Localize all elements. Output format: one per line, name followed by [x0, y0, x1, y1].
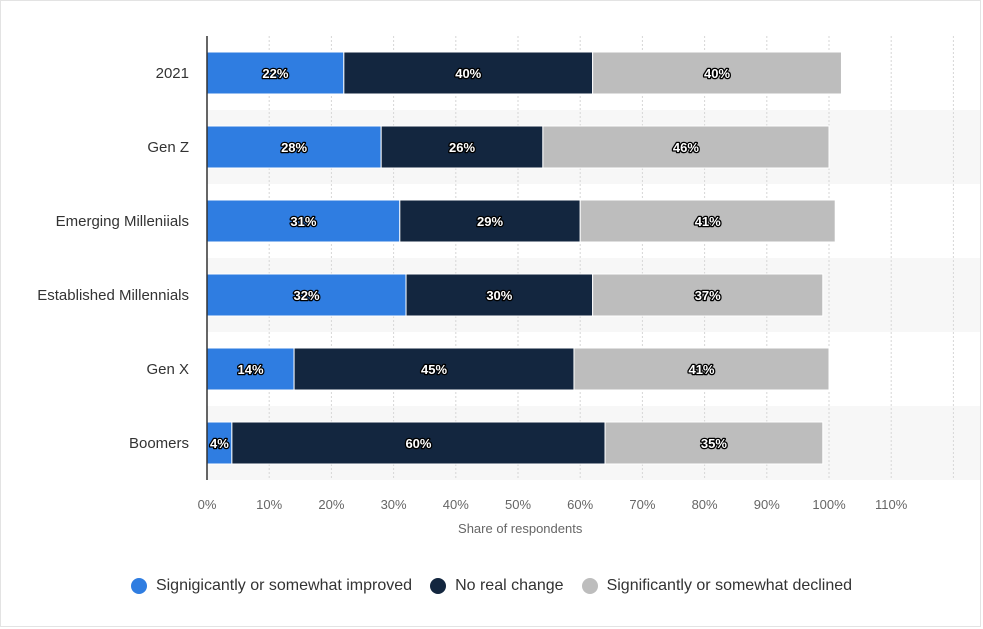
legend: Signigicantly or somewhat improved No rea… [0, 572, 983, 600]
bar-data-label: 35% [701, 436, 727, 451]
bar-segment [579, 199, 836, 243]
x-tick-label: 20% [318, 497, 344, 512]
bar-data-label: 40% [704, 66, 730, 81]
x-tick-label: 80% [692, 497, 718, 512]
bar-segment [206, 199, 401, 243]
bar-data-label: 30% [486, 288, 512, 303]
bar-data-label: 37% [695, 288, 721, 303]
legend-item[interactable]: No real change [430, 577, 564, 595]
legend-item[interactable]: Signigicantly or somewhat improved [130, 577, 413, 595]
bar-data-label: 46% [673, 140, 699, 155]
bar-segment [206, 125, 382, 169]
category-label: Boomers [129, 435, 189, 452]
x-tick-label: 40% [443, 497, 469, 512]
x-tick-label: 0% [198, 497, 217, 512]
x-tick-label: 10% [256, 497, 282, 512]
bars [206, 51, 842, 465]
bar-data-label: 60% [405, 436, 431, 451]
category-labels: 2021 Gen Z Emerging Milleniials Established… [37, 65, 189, 452]
bar-segment [573, 347, 830, 391]
bar-segment [206, 347, 295, 391]
legend-item[interactable]: Significantly or somewhat declined [581, 577, 853, 595]
bar-data-label: 41% [695, 214, 721, 229]
legend-marker [130, 578, 147, 594]
bar-segment [542, 125, 830, 169]
bar-segment [380, 125, 544, 169]
x-tick-label: 60% [567, 497, 593, 512]
bar-segment [592, 51, 842, 95]
bar-segment [405, 273, 594, 317]
row-bands [207, 110, 980, 480]
bar-segment [293, 347, 575, 391]
bar-segment [206, 273, 407, 317]
bar-data-label: 40% [455, 66, 481, 81]
x-axis-title: Share of respondents [458, 521, 583, 536]
bar-data-label: 22% [262, 66, 288, 81]
category-label: Gen Z [147, 139, 189, 156]
category-label: Established Millennials [37, 287, 189, 304]
gridlines [268, 36, 954, 480]
category-label: Emerging Milleniials [56, 213, 189, 230]
bar-data-label: 26% [449, 140, 475, 155]
bar-segment [231, 421, 606, 465]
x-tick-label: 110% [875, 497, 908, 512]
legend-marker [581, 578, 598, 594]
bar-segment [343, 51, 594, 95]
legend-label: Significantly or somewhat declined [606, 577, 853, 594]
x-tick-label: 70% [629, 497, 655, 512]
x-tick-label: 50% [505, 497, 531, 512]
bar-data-label: 41% [688, 362, 714, 377]
category-label: Gen X [146, 361, 189, 378]
bar-data-label: 4% [210, 436, 229, 451]
x-tick-label: 30% [381, 497, 407, 512]
x-tick-label: 100% [812, 497, 846, 512]
bar-data-label: 14% [238, 362, 264, 377]
bar-data-label: 45% [421, 362, 447, 377]
bar-segment [604, 421, 824, 465]
bar-data-label: 32% [294, 288, 320, 303]
legend-label: No real change [455, 577, 564, 594]
legend-marker [430, 578, 447, 594]
bar-data-label: 28% [281, 140, 307, 155]
bar-data-label: 29% [477, 214, 503, 229]
legend-label: Signigicantly or somewhat improved [155, 577, 413, 594]
x-tick-labels: 0% 10% 20% 30% 40% 50% 60% 70% 80% 90% 100% 110% [198, 497, 908, 512]
bar-segment [592, 273, 824, 317]
category-label: 2021 [156, 65, 189, 82]
x-tick-label: 90% [754, 497, 780, 512]
bar-segment [399, 199, 581, 243]
bar-data-label: 31% [290, 214, 316, 229]
bar-labels: 22% 40% 40% 28% 26% 46% 31% 29% 41% 32% 30% 37% 14% 4… [209, 65, 732, 453]
